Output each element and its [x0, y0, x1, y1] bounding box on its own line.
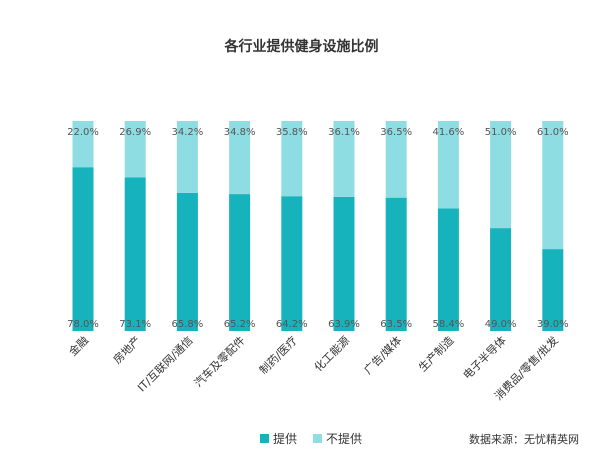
- data-label-provide: 73.1%: [119, 319, 151, 330]
- category-label: 制药/医疗: [256, 333, 300, 377]
- category-label: IT/互联网/通信: [135, 334, 195, 394]
- legend-item-not-provide: 不提供: [313, 430, 362, 447]
- data-label-not-provide: 35.8%: [276, 127, 308, 138]
- category-label: 金融: [66, 333, 91, 358]
- data-label-provide: 65.8%: [172, 319, 204, 330]
- data-label-not-provide: 26.9%: [119, 127, 151, 138]
- bar-provide: [281, 196, 303, 331]
- bar-provide: [229, 194, 251, 331]
- category-label: 广告/媒体: [361, 333, 405, 377]
- bar-not-provide: [542, 121, 564, 250]
- bar-provide: [124, 177, 146, 331]
- data-label-not-provide: 34.2%: [172, 127, 204, 138]
- legend-label-not-provide: 不提供: [326, 432, 363, 446]
- chart-title: 各行业提供健身设施比例: [224, 39, 379, 55]
- category-label: 电子半导体: [460, 333, 509, 382]
- legend-label-provide: 提供: [273, 432, 298, 446]
- bar-not-provide: [72, 121, 94, 168]
- data-label-provide: 63.5%: [380, 319, 412, 330]
- bar-not-provide: [490, 121, 512, 229]
- data-label-provide: 39.0%: [537, 319, 569, 330]
- data-label-provide: 64.2%: [276, 319, 308, 330]
- data-label-not-provide: 34.8%: [224, 127, 256, 138]
- data-label-not-provide: 22.0%: [67, 127, 99, 138]
- legend-swatch-provide: [260, 434, 269, 443]
- category-label: 汽车及零配件: [191, 333, 248, 390]
- bar-provide: [490, 228, 512, 331]
- bar-provide: [542, 249, 564, 331]
- bar-provide: [176, 192, 198, 331]
- data-label-not-provide: 41.6%: [433, 127, 465, 138]
- data-label-provide: 65.2%: [224, 319, 256, 330]
- data-label-not-provide: 36.1%: [328, 127, 360, 138]
- source-note: 数据来源：无忧精英网: [469, 433, 579, 446]
- legend-item-provide: 提供: [260, 430, 297, 447]
- data-label-provide: 49.0%: [485, 319, 517, 330]
- bar-not-provide: [385, 121, 407, 198]
- bar-provide: [333, 196, 355, 331]
- bar-provide: [72, 167, 94, 331]
- category-label: 化工能源: [311, 333, 352, 374]
- data-label-provide: 58.4%: [433, 319, 465, 330]
- category-label: 房地产: [110, 333, 143, 366]
- bar-not-provide: [229, 121, 251, 195]
- category-label: 生产制造: [416, 333, 457, 374]
- bar-provide: [437, 208, 459, 331]
- bar-not-provide: [437, 121, 459, 209]
- data-label-not-provide: 36.5%: [380, 127, 412, 138]
- data-label-provide: 63.9%: [328, 319, 360, 330]
- legend: 提供 不提供: [260, 430, 378, 447]
- bar-provide: [385, 197, 407, 331]
- data-label-not-provide: 61.0%: [537, 127, 569, 138]
- bar-not-provide: [176, 121, 198, 193]
- data-label-not-provide: 51.0%: [485, 127, 517, 138]
- legend-swatch-not-provide: [313, 434, 323, 443]
- bar-not-provide: [333, 121, 355, 197]
- bar-not-provide: [281, 121, 303, 197]
- bar-not-provide: [124, 121, 146, 178]
- data-label-provide: 78.0%: [67, 319, 99, 330]
